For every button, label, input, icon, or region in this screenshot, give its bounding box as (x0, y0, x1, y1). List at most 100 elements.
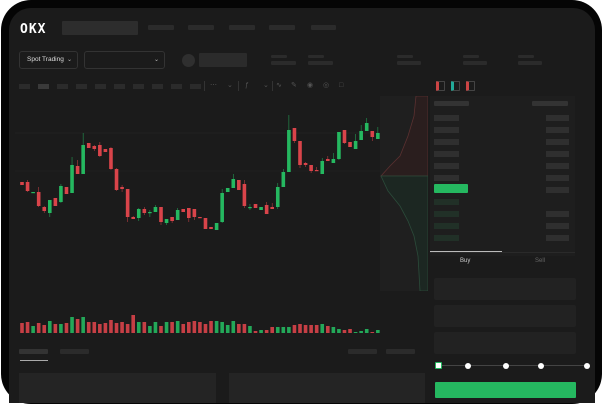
volume-bar (309, 325, 313, 333)
candle-body (148, 212, 152, 214)
fullscreen-icon[interactable]: □ (339, 82, 344, 89)
candle-body (253, 204, 258, 208)
buy-button[interactable] (435, 382, 576, 398)
bid-price[interactable] (434, 199, 459, 205)
interval-button[interactable] (95, 84, 106, 89)
candle-body (376, 133, 380, 139)
interval-button[interactable] (152, 84, 163, 89)
ask-price[interactable] (434, 151, 459, 157)
candle-body (103, 149, 108, 152)
tab-sell[interactable]: Sell (535, 258, 546, 264)
chevron-down-icon[interactable]: ⌄ (263, 82, 269, 89)
okx-logo[interactable]: OKX (20, 22, 47, 37)
volume-bar (348, 329, 352, 333)
orderbook-asks-icon[interactable] (466, 81, 475, 91)
settings-icon[interactable]: ◎ (323, 82, 330, 89)
filter-button[interactable] (386, 349, 415, 354)
depth-asks-area (380, 96, 428, 177)
ask-amount (546, 127, 569, 133)
candle-body (214, 223, 219, 230)
draw-tool-icon[interactable]: ✎ (291, 82, 297, 89)
toolbar-divider (204, 81, 205, 91)
nav-item[interactable] (229, 25, 255, 30)
nav-item[interactable] (148, 25, 174, 30)
volume-bar (281, 327, 286, 333)
toolbar-divider (272, 81, 273, 91)
interval-button[interactable] (76, 84, 87, 89)
nav-item[interactable] (188, 25, 214, 30)
volume-bar (120, 322, 124, 333)
volume-bar (187, 322, 191, 333)
slider-stop-75[interactable] (538, 363, 544, 369)
pair-dropdown[interactable]: ⌄ (84, 51, 165, 69)
candle-body (342, 130, 347, 143)
line-tool-icon[interactable]: ∿ (276, 82, 282, 89)
bid-price[interactable] (434, 211, 459, 217)
orderbook-bids-icon[interactable] (451, 81, 460, 91)
ask-price[interactable] (434, 139, 459, 145)
candle-body (314, 170, 319, 172)
ask-price[interactable] (434, 115, 459, 121)
interval-button[interactable] (19, 84, 30, 89)
market-type-dropdown[interactable]: Spot Trading ⌄ (19, 51, 78, 69)
volume-bar (220, 322, 224, 333)
candle-body (153, 207, 158, 212)
interval-button[interactable] (57, 84, 68, 89)
slider-handle[interactable] (435, 362, 442, 369)
chevron-down-icon[interactable]: ⌄ (227, 82, 233, 89)
search-bar[interactable] (62, 21, 138, 35)
stat-label (463, 55, 479, 58)
nav-item[interactable] (311, 25, 336, 30)
amount-slider[interactable] (439, 365, 589, 366)
volume-bar (148, 326, 152, 333)
candle-body (298, 141, 302, 165)
slider-stop-100[interactable] (584, 363, 590, 369)
amount-input[interactable] (434, 305, 576, 327)
candle-body (292, 128, 297, 141)
depth-chart (380, 96, 428, 291)
tab-order-history[interactable] (60, 349, 89, 354)
candle-body (303, 163, 308, 165)
bid-price[interactable] (434, 235, 459, 241)
ask-price[interactable] (434, 163, 459, 169)
interval-button[interactable] (133, 84, 144, 89)
slider-stop-50[interactable] (503, 363, 509, 369)
ask-amount (546, 139, 569, 145)
ask-price[interactable] (434, 127, 459, 133)
camera-icon[interactable]: ◉ (307, 82, 314, 89)
candlestick-chart[interactable] (15, 96, 381, 336)
interval-button[interactable] (171, 84, 182, 89)
candle-body (81, 145, 85, 174)
nav-item[interactable] (269, 25, 295, 30)
price-input[interactable] (434, 278, 576, 300)
candle-body (337, 132, 341, 159)
volume-bar (42, 325, 47, 333)
bid-price[interactable] (434, 223, 459, 229)
interval-button[interactable] (38, 84, 49, 89)
interval-button[interactable] (114, 84, 125, 89)
market-type-label: Spot Trading (27, 56, 64, 63)
total-input[interactable] (434, 332, 576, 354)
orderbook-both-icon[interactable] (436, 81, 445, 91)
ask-amount (546, 187, 569, 193)
bid-amount (546, 223, 569, 229)
volume-bar (170, 322, 174, 333)
volume-bar (86, 322, 91, 333)
volume-bar (53, 324, 58, 333)
filter-button[interactable] (348, 349, 377, 354)
ask-price[interactable] (434, 175, 459, 181)
volume-bar (109, 320, 113, 333)
candle-body (25, 182, 30, 191)
interval-button[interactable] (190, 84, 201, 89)
tab-open-orders[interactable] (19, 349, 48, 354)
last-price-badge (434, 184, 468, 193)
volume-bar (214, 321, 219, 333)
candle-body (31, 192, 35, 194)
candle-type-icon[interactable]: ⋯ (210, 82, 217, 89)
volume-bar (242, 324, 247, 333)
indicator-icon[interactable]: ƒ (245, 82, 249, 89)
candle-body (159, 207, 163, 222)
tab-buy[interactable]: Buy (460, 258, 471, 264)
candle-body (231, 179, 236, 188)
slider-stop-25[interactable] (465, 363, 471, 369)
